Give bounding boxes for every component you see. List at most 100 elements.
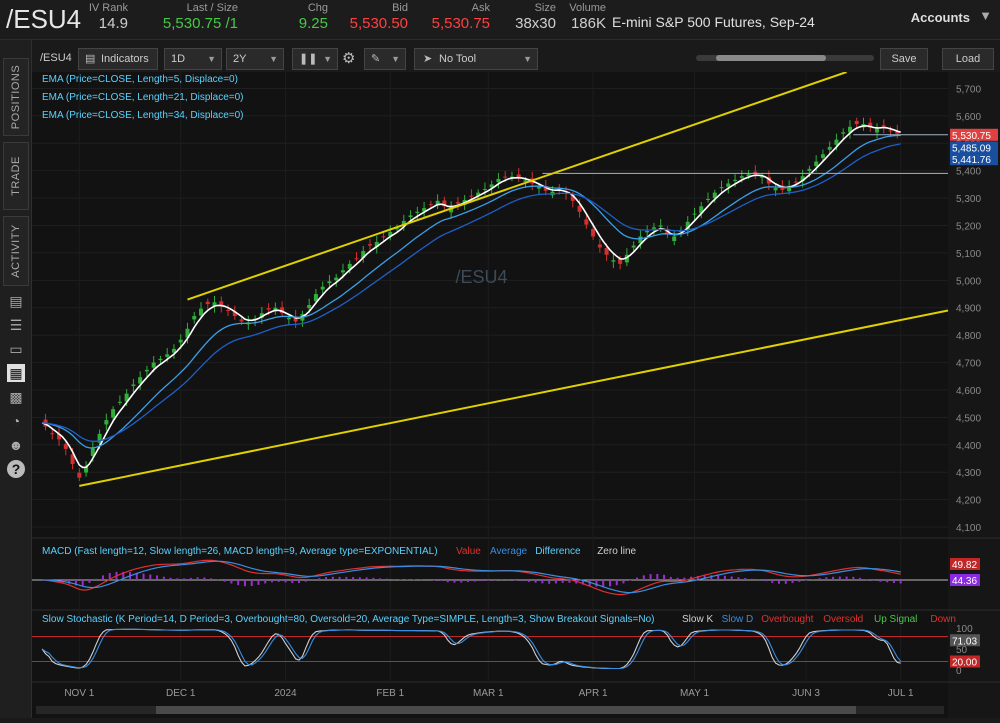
candle-body (70, 454, 75, 464)
stochastic-label-bg (950, 634, 980, 647)
candle-body (847, 126, 852, 133)
candle-body (185, 328, 190, 338)
candle-body (232, 311, 237, 316)
candle-body (111, 409, 116, 418)
candle-body (739, 176, 744, 178)
price-label-text: 5,441.76 (952, 155, 991, 166)
zoom-slider[interactable] (696, 55, 874, 61)
candle-body (368, 244, 373, 246)
candle-body (841, 132, 846, 134)
candle-body (719, 187, 724, 189)
list-icon[interactable]: ☰ (9, 317, 23, 333)
y-tick-label: 5,100 (956, 249, 981, 260)
study-legend: EMA (Price=CLOSE, Length=34, Displace=0) (42, 110, 244, 121)
macd-label-text: 44.36 (952, 576, 977, 587)
price-label: 5,530.75 (950, 128, 998, 142)
y-tick-label: 4,700 (956, 359, 981, 370)
watchlist-icon[interactable]: ▤ (9, 293, 23, 309)
stochastic-tick-label: 50 (956, 645, 968, 656)
candle-body (104, 420, 109, 425)
x-tick-label: JUL 1 (888, 688, 914, 699)
timeframe-select[interactable]: 1D ▼ (164, 48, 222, 70)
indicators-button[interactable]: ▤ Indicators (78, 48, 158, 70)
candle-body (408, 215, 413, 218)
quote-size: Size 38x30 (515, 2, 556, 32)
y-tick-label: 5,200 (956, 222, 981, 233)
price-label-bg (950, 128, 998, 141)
indicators-icon: ▤ (85, 53, 96, 65)
candle-body (482, 188, 487, 190)
chart-symbol-label[interactable]: /ESU4 (40, 52, 72, 64)
macd-label-bg (950, 558, 980, 570)
candle-body (354, 258, 359, 260)
candle-body (618, 258, 623, 264)
candle-body (90, 447, 95, 456)
chart-style-button[interactable]: ❚❚ ▼ (292, 48, 338, 70)
candle-body (469, 195, 474, 197)
quote-last-size: Last / Size 5,530.75 /1 (163, 2, 238, 32)
candle-body (868, 122, 873, 128)
stochastic-legend-item: Slow D (722, 614, 754, 625)
stochastic-legend-item: Slow K (682, 614, 713, 625)
accounts-button[interactable]: Accounts (910, 10, 970, 25)
save-button[interactable]: Save (880, 48, 928, 70)
candle-body (165, 354, 170, 357)
help-icon[interactable]: ? (7, 460, 25, 478)
load-button[interactable]: Load (942, 48, 994, 70)
candle-body (624, 254, 629, 263)
candle-body (631, 245, 636, 248)
candle-body (57, 433, 62, 440)
zoom-slider-handle[interactable] (716, 55, 826, 61)
macd-legend-item: Average (490, 546, 528, 557)
ema-21-line (42, 134, 901, 449)
candle-body (733, 179, 738, 181)
quote-label: Bid (392, 2, 408, 14)
grid-icon[interactable]: ▩ (9, 389, 23, 405)
chart-area[interactable]: 4,100 4,200 4,300 4,400 4,500 4,600 4,700 4,800… (32, 71, 1000, 718)
x-tick-label: FEB 1 (376, 688, 404, 699)
cursor-icon: ➤ (423, 53, 433, 65)
candle-body (604, 248, 609, 255)
y-tick-label: 5,700 (956, 84, 981, 95)
quote-ask: Ask 5,530.75 (432, 2, 490, 32)
drawing-tools-button[interactable]: ✎ ▼ (364, 48, 406, 70)
people-icon[interactable]: ☻ (8, 437, 24, 453)
chevron-down-icon[interactable]: ▼ (979, 8, 992, 23)
quote-header: /ESU4 IV Rank 14.9 Last / Size 5,530.75 /1 C… (0, 0, 1000, 40)
candle-body (827, 146, 832, 150)
candle-body (219, 301, 224, 306)
candle-body (286, 317, 291, 320)
tab-trade[interactable]: TRADE (3, 142, 29, 210)
gear-icon[interactable]: ⚙ (342, 50, 356, 67)
candle-body (401, 220, 406, 226)
candle-body (820, 154, 825, 158)
tab-positions[interactable]: POSITIONS (3, 58, 29, 136)
candle-body (455, 202, 460, 204)
quote-label: Ask (471, 2, 490, 14)
candle-body (381, 236, 386, 238)
y-tick-label: 5,000 (956, 276, 981, 287)
trend-channel-line (79, 309, 949, 487)
candles-icon: ❚❚ (299, 53, 318, 65)
quote-value: 186K (570, 15, 606, 32)
candle-body (171, 348, 176, 353)
charts-icon[interactable]: ▦ (7, 364, 25, 382)
candle-body (645, 230, 650, 233)
quote-value: 9.25 (298, 15, 328, 32)
pencil-icon: ✎ (371, 53, 381, 65)
candle-body (651, 227, 656, 229)
candle-body (428, 204, 433, 206)
candle-body (307, 305, 312, 309)
tab-activity[interactable]: ACTIVITY (3, 216, 29, 286)
candle-body (489, 184, 494, 188)
candle-body (178, 339, 183, 343)
candle-body (239, 319, 244, 322)
gauge-icon[interactable]: ◔ (11, 413, 21, 429)
quote-label: IV Rank (88, 2, 128, 14)
symbol-title[interactable]: /ESU4 (6, 4, 82, 34)
tool-select[interactable]: ➤ No Tool ▼ (414, 48, 538, 70)
quote-label: Last / Size (186, 2, 238, 14)
candle-body (415, 211, 420, 213)
tv-icon[interactable]: ▭ (9, 341, 23, 357)
range-select[interactable]: 2Y ▼ (226, 48, 284, 70)
